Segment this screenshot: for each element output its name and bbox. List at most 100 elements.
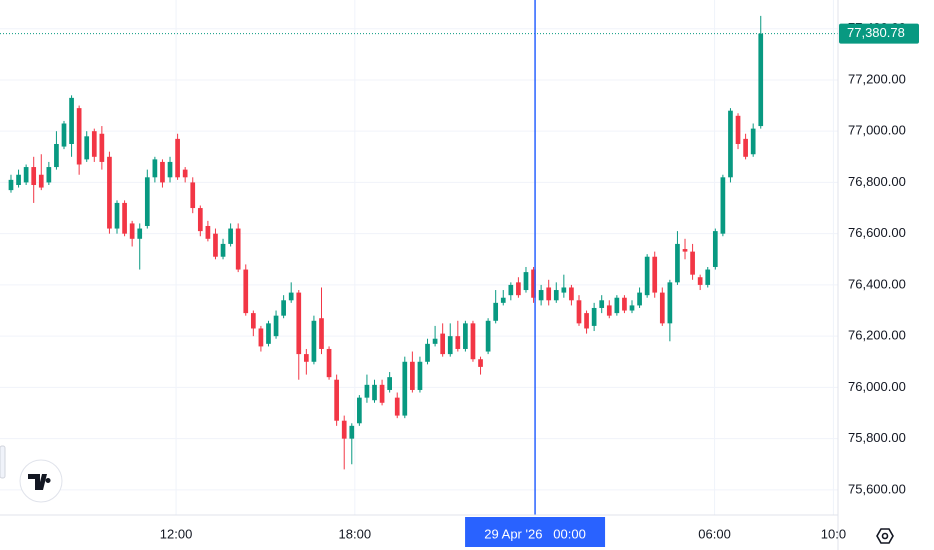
y-tick-label: 76,200.00 [848,328,906,343]
y-tick-label: 76,400.00 [848,276,906,291]
candle-body [258,328,264,347]
candle-body [235,228,241,270]
candle-body [387,377,393,390]
x-tick-label: 12:00 [160,526,193,541]
y-tick-label: 75,600.00 [848,481,906,496]
candle-body [463,323,468,349]
candle-body [417,361,423,390]
candle-body [447,336,453,355]
x-tick-label: 10:0 [821,526,846,541]
crosshair-box [465,517,606,547]
candle-body [402,361,408,416]
candle-body [720,177,726,234]
candle-body [531,269,536,298]
candle-body [372,384,377,401]
candle-body [599,300,605,308]
candle-body [220,243,226,257]
candle-body [54,143,59,168]
y-tick-label: 76,000.00 [848,379,906,394]
candle-body [516,282,521,296]
candle-body [8,179,14,191]
candle-body [500,297,506,303]
candle-body [584,313,589,329]
panel-handle[interactable] [0,445,6,479]
candle-body [46,167,52,183]
candle-body [341,420,347,439]
candle-body [485,320,491,352]
candle-body [553,290,559,301]
candle-body [538,290,544,301]
candle-body [91,131,97,157]
candle-body [326,348,332,378]
candle-body [379,384,385,403]
candle-body [455,336,461,349]
candle-body [425,343,430,362]
candle-body [296,292,302,355]
candle-body [493,302,499,321]
candle-body [152,159,158,178]
candle-body [38,174,44,188]
y-tick-label: 77,200.00 [848,71,906,86]
candle-body [735,115,741,144]
candle-body [311,320,317,362]
candle-body [508,284,514,296]
candle-body [114,202,120,229]
plot-area [0,0,838,515]
candle-body [440,333,446,355]
settings-icon[interactable] [876,528,894,544]
candle-body [629,305,635,311]
last-price-box [839,23,919,44]
candle-body [546,287,552,301]
candle-body [167,161,173,178]
y-tick-label: 76,800.00 [848,174,906,189]
candle-body [243,269,249,314]
candle-body [129,223,135,239]
candle-body [213,233,218,257]
y-tick-label: 76,600.00 [848,225,906,240]
candle-body [758,33,764,127]
logo [19,459,63,503]
candle-body [357,397,362,424]
candle-body [667,282,673,324]
candle-body [614,297,620,314]
candle-body [690,251,695,275]
candle-body [410,361,415,390]
candle-body [637,292,642,306]
candle-body [16,174,21,185]
candle-body [705,269,711,285]
candle-body [478,359,483,367]
candle-body [682,249,688,252]
last-price-label: 77,380.78 [847,25,905,40]
candle-body [319,318,324,349]
candle-body [652,256,658,293]
candle-body [622,297,627,311]
candle-body [266,323,271,344]
candle-body [281,300,286,316]
candle-body [394,397,400,416]
candle-body [470,323,476,360]
candle-body [644,256,650,296]
x-tick-label: 18:00 [339,526,372,541]
candle-body [190,182,196,209]
candle-body [743,138,748,157]
crosshair-label: 29 Apr '26 00:00 [484,526,586,541]
candle-body [334,379,339,421]
candle-body [160,161,165,183]
candle-body [84,136,90,160]
candle-body [349,425,355,439]
candle-body [205,225,211,239]
candle-body [175,138,180,178]
candle-body [569,287,574,301]
candle-body [197,208,203,232]
y-tick-label: 77,000.00 [848,123,906,138]
candle-body [144,177,150,226]
candle-body [228,228,233,244]
candle-body [23,167,29,183]
candle-body [728,110,733,178]
candle-body [61,123,67,147]
candle-body [76,108,82,165]
candle-body [606,305,612,316]
candle-body [576,300,582,324]
